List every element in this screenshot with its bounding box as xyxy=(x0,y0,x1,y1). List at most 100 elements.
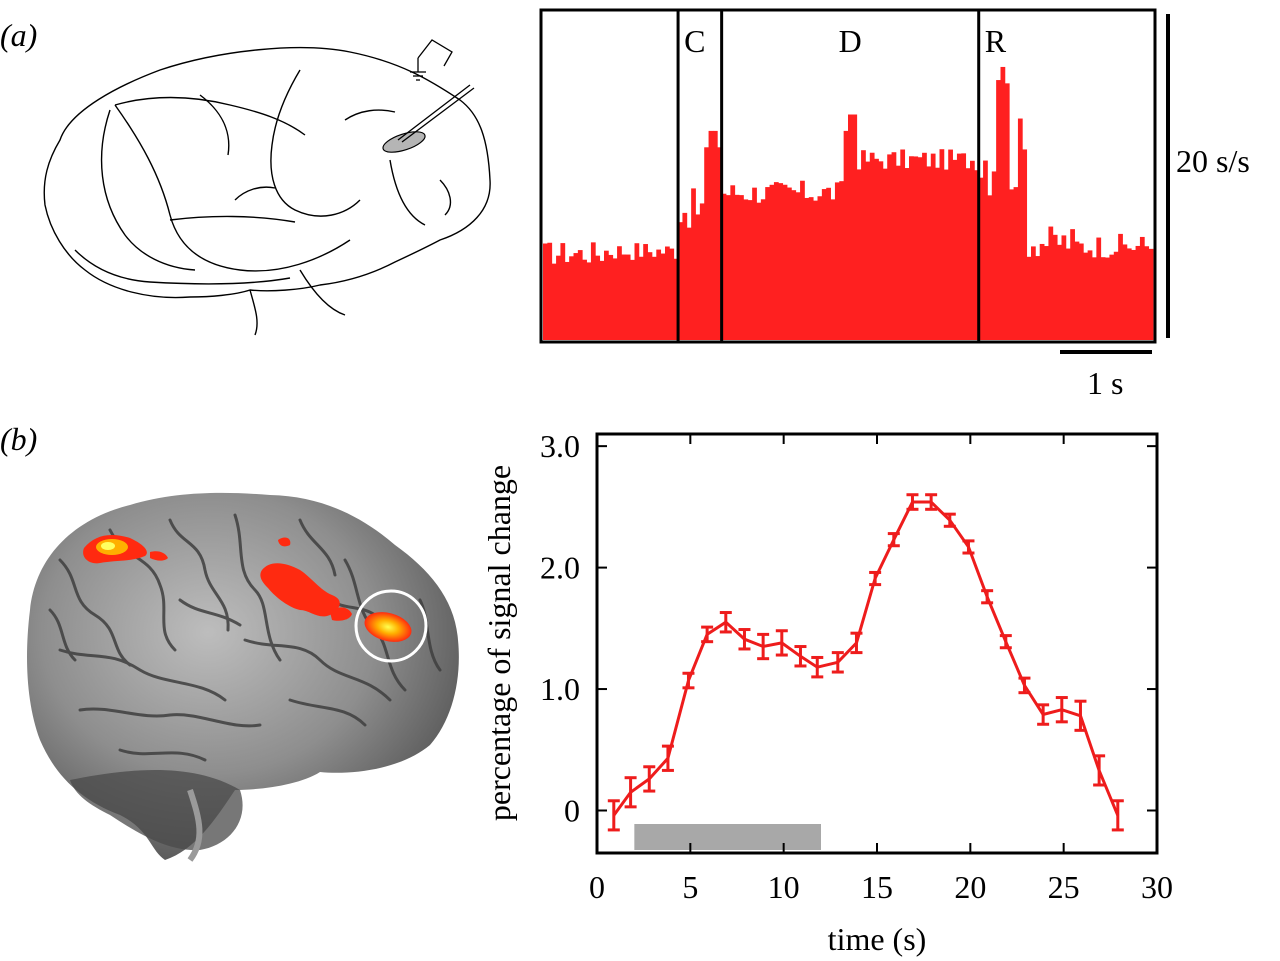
psth-bar xyxy=(1087,250,1093,340)
panel-b-label: (b) xyxy=(0,421,37,457)
psth-bar xyxy=(1000,66,1006,340)
psth-bar xyxy=(743,199,749,340)
psth-bar xyxy=(1070,229,1075,340)
psth-bar xyxy=(848,114,853,340)
psth-chart: C D R 20 s/s 1 s xyxy=(539,8,1250,401)
psth-bar xyxy=(1100,257,1106,340)
psth-bar xyxy=(1035,256,1041,340)
psth-bar xyxy=(617,246,622,340)
psth-bar xyxy=(917,157,923,340)
psth-bar xyxy=(856,169,862,340)
electrode-icon xyxy=(397,39,475,143)
roi-highlight-ring xyxy=(354,589,428,663)
psth-bar xyxy=(1004,83,1010,340)
psth-bar xyxy=(726,195,731,340)
panel-a-label: (a) xyxy=(0,17,37,53)
psth-bar xyxy=(887,154,892,340)
psth-bar xyxy=(922,152,927,340)
bold-timecourse-chart: 0 5 10 15 20 25 30 0 1.0 2.0 3.0 time (s) percent… xyxy=(481,428,1173,957)
psth-bar xyxy=(1096,237,1102,340)
psth-bar xyxy=(734,194,740,340)
monkey-brain-drawing xyxy=(43,46,491,336)
psth-bar xyxy=(909,156,914,340)
bold-y-ticks: 0 1.0 2.0 3.0 xyxy=(540,428,1157,828)
psth-bar xyxy=(996,80,1001,340)
psth-bar xyxy=(852,114,858,340)
psth-bars xyxy=(543,66,1154,340)
x-tick-label: 25 xyxy=(1048,869,1080,905)
psth-bar xyxy=(569,256,574,340)
psth-bar xyxy=(656,249,662,340)
psth-bar xyxy=(638,256,644,340)
psth-bar xyxy=(865,161,871,340)
psth-bar xyxy=(547,242,553,340)
psth-bar xyxy=(1022,149,1028,340)
psth-bar xyxy=(839,181,845,340)
bold-x-ticks: 0 5 10 15 20 25 30 xyxy=(589,434,1173,905)
psth-bar xyxy=(900,149,906,340)
psth-bar xyxy=(787,187,792,340)
psth-bar xyxy=(952,159,958,340)
psth-bar xyxy=(747,200,753,340)
psth-bar xyxy=(695,214,701,340)
x-tick-label: 5 xyxy=(682,869,698,905)
psth-bar xyxy=(983,160,988,340)
psth-bar xyxy=(765,187,770,340)
psth-bar xyxy=(708,130,714,340)
psth-bar xyxy=(730,185,736,340)
psth-bar xyxy=(970,160,975,340)
psth-bar xyxy=(1083,252,1089,340)
recording-site xyxy=(382,131,426,153)
bold-x-axis-label: time (s) xyxy=(828,921,927,957)
psth-bar xyxy=(630,259,635,340)
psth-bar xyxy=(926,166,932,340)
psth-bar xyxy=(595,255,601,340)
psth-bar xyxy=(604,250,609,340)
psth-bar xyxy=(691,188,696,340)
psth-bar xyxy=(965,168,971,340)
psth-bar xyxy=(1009,189,1014,340)
psth-bar xyxy=(704,147,709,340)
psth-bar xyxy=(974,170,980,340)
psth-bar xyxy=(778,183,784,340)
rate-scale-label: 20 s/s xyxy=(1176,143,1250,179)
epoch-label: R xyxy=(985,23,1007,59)
psth-bar xyxy=(939,149,945,340)
psth-bar xyxy=(543,243,548,340)
psth-bar xyxy=(582,259,587,340)
psth-bar xyxy=(1131,249,1136,340)
psth-bar xyxy=(625,254,631,340)
psth-bar xyxy=(904,168,910,340)
psth-bar xyxy=(756,202,762,340)
bold-y-axis-label: percentage of signal change xyxy=(481,465,517,821)
psth-bar xyxy=(660,253,666,340)
bold-plot-frame xyxy=(595,432,1159,855)
psth-bar xyxy=(935,167,940,340)
psth-bar xyxy=(895,165,901,340)
psth-bar xyxy=(782,184,788,340)
psth-bar xyxy=(1135,245,1141,340)
psth-bar xyxy=(1078,243,1084,340)
y-tick-label: 1.0 xyxy=(540,671,580,707)
psth-bar xyxy=(826,187,831,340)
psth-bar xyxy=(752,187,757,340)
psth-bar xyxy=(1061,235,1067,340)
psth-bar xyxy=(1126,248,1132,340)
y-tick-label: 2.0 xyxy=(540,550,580,586)
psth-bar xyxy=(1052,234,1058,340)
psth-bar xyxy=(1017,118,1023,340)
psth-bar xyxy=(560,243,566,340)
psth-bar xyxy=(948,149,953,340)
psth-bar xyxy=(586,262,592,340)
psth-bar xyxy=(760,199,766,340)
psth-frame xyxy=(539,8,1157,344)
psth-bar xyxy=(943,169,949,340)
psth-bar xyxy=(891,152,897,340)
psth-bar xyxy=(800,180,805,340)
psth-bar xyxy=(573,253,579,340)
psth-bar xyxy=(599,260,605,340)
psth-bar xyxy=(817,196,823,340)
psth-bar xyxy=(913,156,919,340)
psth-bar xyxy=(665,246,670,340)
